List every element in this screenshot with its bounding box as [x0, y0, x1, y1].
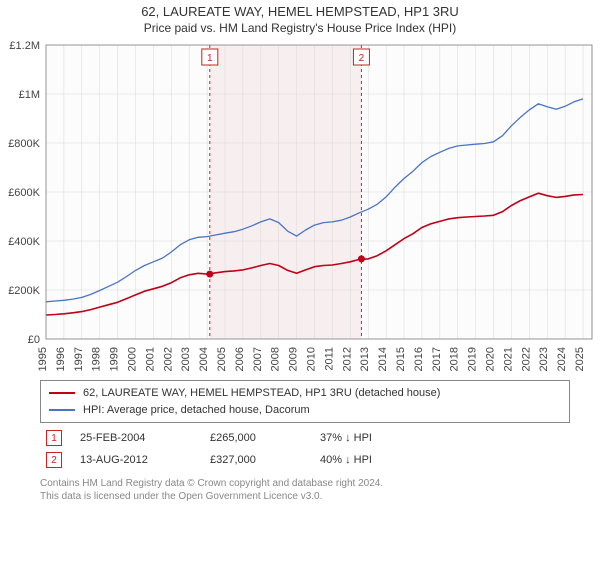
svg-text:2019: 2019: [467, 347, 479, 371]
svg-text:2023: 2023: [538, 347, 550, 371]
svg-text:2000: 2000: [127, 347, 139, 371]
event-diff-2: 40% ↓ HPI: [314, 449, 570, 471]
svg-text:2003: 2003: [180, 347, 192, 371]
event-marker-1: 1: [46, 430, 62, 446]
svg-text:£0: £0: [28, 334, 40, 346]
event-date-2: 13-AUG-2012: [74, 449, 204, 471]
svg-text:2002: 2002: [162, 347, 174, 371]
price-chart: £0 £200K £400K £600K £800K £1M £1.2M 1995 1996 19…: [0, 39, 600, 374]
chart-container: £0 £200K £400K £600K £800K £1M £1.2M 1995 1996 19…: [0, 39, 600, 374]
svg-text:2: 2: [359, 53, 365, 64]
svg-text:£400K: £400K: [8, 236, 40, 248]
footer-line-1: Contains HM Land Registry data © Crown c…: [40, 477, 570, 490]
event-row-2: 2 13-AUG-2012 £327,000 40% ↓ HPI: [40, 449, 570, 471]
svg-text:2014: 2014: [377, 347, 389, 371]
svg-text:£600K: £600K: [8, 187, 40, 199]
svg-text:1996: 1996: [55, 347, 67, 371]
legend-swatch-hpi: [49, 409, 75, 411]
svg-text:2024: 2024: [556, 347, 568, 371]
footer: Contains HM Land Registry data © Crown c…: [40, 477, 570, 503]
legend-item-property: 62, LAUREATE WAY, HEMEL HEMPSTEAD, HP1 3…: [49, 385, 561, 402]
legend-item-hpi: HPI: Average price, detached house, Daco…: [49, 402, 561, 419]
svg-text:2025: 2025: [574, 347, 586, 371]
svg-text:2006: 2006: [234, 347, 246, 371]
legend: 62, LAUREATE WAY, HEMEL HEMPSTEAD, HP1 3…: [40, 380, 570, 423]
svg-text:2015: 2015: [395, 347, 407, 371]
svg-text:2011: 2011: [323, 347, 335, 371]
svg-text:2004: 2004: [198, 347, 210, 371]
legend-swatch-property: [49, 392, 75, 394]
svg-text:1998: 1998: [91, 347, 103, 371]
svg-text:1995: 1995: [37, 347, 49, 371]
page-title: 62, LAUREATE WAY, HEMEL HEMPSTEAD, HP1 3…: [0, 4, 600, 19]
svg-text:1997: 1997: [73, 347, 85, 371]
svg-text:£1.2M: £1.2M: [9, 40, 40, 52]
event-price-1: £265,000: [204, 427, 314, 449]
event-marker-2: 2: [46, 452, 62, 468]
svg-text:2005: 2005: [216, 347, 228, 371]
svg-text:2017: 2017: [431, 347, 443, 371]
svg-text:1: 1: [207, 53, 213, 64]
svg-text:2016: 2016: [413, 347, 425, 371]
svg-text:2001: 2001: [144, 347, 156, 371]
event-row-1: 1 25-FEB-2004 £265,000 37% ↓ HPI: [40, 427, 570, 449]
svg-text:£800K: £800K: [8, 138, 40, 150]
svg-text:1999: 1999: [109, 347, 121, 371]
svg-text:2010: 2010: [306, 347, 318, 371]
event-date-1: 25-FEB-2004: [74, 427, 204, 449]
legend-label-property: 62, LAUREATE WAY, HEMEL HEMPSTEAD, HP1 3…: [83, 385, 440, 402]
svg-text:2020: 2020: [485, 347, 497, 371]
svg-text:2013: 2013: [359, 347, 371, 371]
event-price-2: £327,000: [204, 449, 314, 471]
svg-text:2018: 2018: [449, 347, 461, 371]
svg-text:£1M: £1M: [19, 89, 40, 101]
svg-text:2007: 2007: [252, 347, 264, 371]
svg-text:2012: 2012: [341, 347, 353, 371]
legend-label-hpi: HPI: Average price, detached house, Daco…: [83, 402, 310, 419]
svg-text:2021: 2021: [502, 347, 514, 371]
svg-text:2022: 2022: [520, 347, 532, 371]
footer-line-2: This data is licensed under the Open Gov…: [40, 490, 570, 503]
svg-text:£200K: £200K: [8, 285, 40, 297]
svg-text:2008: 2008: [270, 347, 282, 371]
svg-text:2009: 2009: [288, 347, 300, 371]
event-diff-1: 37% ↓ HPI: [314, 427, 570, 449]
page-subtitle: Price paid vs. HM Land Registry's House …: [0, 21, 600, 35]
events-table: 1 25-FEB-2004 £265,000 37% ↓ HPI 2 13-AU…: [40, 427, 570, 471]
